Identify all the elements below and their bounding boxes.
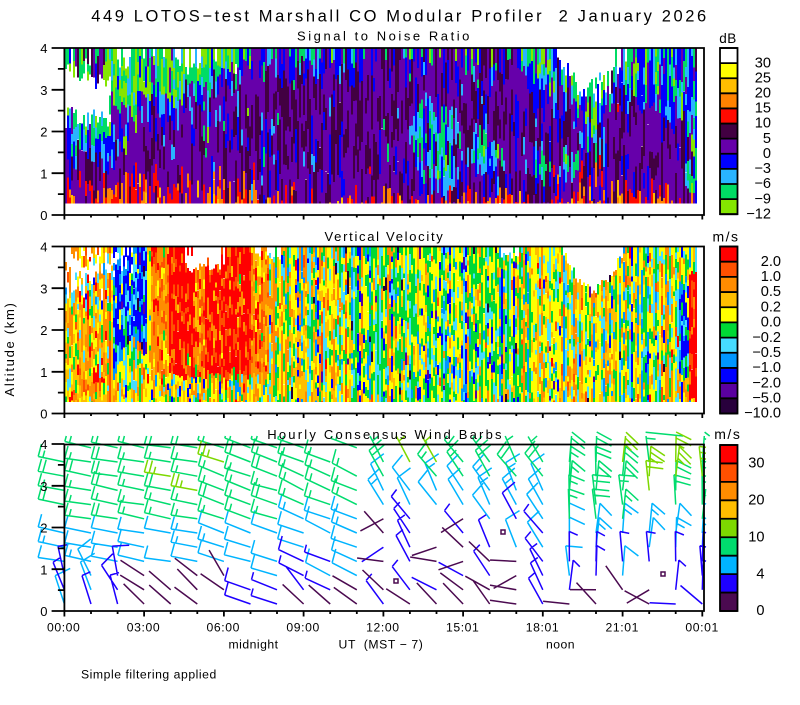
svg-text:−0.2: −0.2 — [752, 330, 781, 346]
svg-text:25: 25 — [755, 70, 771, 86]
svg-text:Simple filtering applied: Simple filtering applied — [81, 668, 217, 682]
svg-text:20: 20 — [748, 493, 764, 509]
svg-text:00:01: 00:01 — [685, 621, 719, 635]
svg-text:−1.0: −1.0 — [752, 360, 781, 376]
svg-text:0: 0 — [40, 208, 47, 223]
svg-text:midnight: midnight — [228, 638, 278, 652]
svg-text:−10.0: −10.0 — [744, 406, 781, 422]
svg-text:2.0: 2.0 — [761, 254, 781, 270]
svg-text:1: 1 — [40, 166, 47, 181]
svg-text:−9: −9 — [754, 191, 771, 207]
svg-text:1: 1 — [40, 563, 47, 578]
svg-text:3: 3 — [40, 83, 47, 98]
svg-text:449 LOTOS−test Marshall CO Mod: 449 LOTOS−test Marshall CO Modular Profi… — [91, 8, 709, 26]
svg-text:−2.0: −2.0 — [752, 375, 781, 391]
svg-text:12:00: 12:00 — [366, 621, 400, 635]
svg-text:m/s: m/s — [712, 229, 739, 245]
svg-text:0: 0 — [763, 146, 771, 162]
svg-text:0.5: 0.5 — [761, 284, 781, 300]
svg-text:noon: noon — [546, 638, 575, 652]
svg-text:4: 4 — [756, 566, 764, 582]
svg-text:−0.5: −0.5 — [752, 345, 781, 361]
svg-text:dB: dB — [719, 31, 737, 46]
svg-text:Vertical Velocity: Vertical Velocity — [325, 229, 445, 244]
svg-text:1.0: 1.0 — [761, 269, 781, 285]
svg-text:30: 30 — [755, 55, 771, 71]
svg-text:20: 20 — [755, 86, 771, 102]
svg-text:15: 15 — [755, 101, 771, 117]
svg-text:3: 3 — [40, 479, 47, 494]
svg-text:m/s: m/s — [714, 426, 741, 442]
svg-text:0: 0 — [40, 604, 47, 619]
svg-text:06:00: 06:00 — [207, 621, 241, 635]
svg-text:2: 2 — [40, 125, 47, 140]
svg-text:10: 10 — [755, 116, 771, 132]
svg-text:2: 2 — [40, 521, 47, 536]
svg-text:1: 1 — [40, 365, 47, 380]
svg-text:0: 0 — [40, 407, 47, 422]
svg-text:15:01: 15:01 — [446, 621, 480, 635]
svg-text:Hourly Consensus Wind Barbs: Hourly Consensus Wind Barbs — [267, 427, 503, 442]
svg-text:2: 2 — [40, 323, 47, 338]
svg-text:−6: −6 — [754, 176, 771, 192]
svg-text:0.2: 0.2 — [761, 299, 781, 315]
svg-text:−3: −3 — [754, 161, 771, 177]
svg-text:4: 4 — [40, 437, 47, 452]
svg-text:0: 0 — [756, 603, 764, 619]
svg-text:00:00: 00:00 — [47, 621, 81, 635]
svg-text:10: 10 — [748, 529, 764, 545]
svg-text:5: 5 — [763, 131, 771, 147]
svg-text:30: 30 — [748, 456, 764, 472]
svg-text:−12: −12 — [746, 206, 771, 222]
svg-text:0.0: 0.0 — [761, 315, 781, 331]
svg-text:4: 4 — [40, 41, 47, 56]
svg-text:Signal to Noise Ratio: Signal to Noise Ratio — [297, 29, 472, 44]
svg-text:Altitude (km): Altitude (km) — [2, 301, 17, 396]
svg-text:21:01: 21:01 — [606, 621, 640, 635]
svg-text:18:01: 18:01 — [526, 621, 560, 635]
svg-text:3: 3 — [40, 281, 47, 296]
svg-text:−5.0: −5.0 — [752, 391, 781, 407]
svg-text:UT (MST − 7): UT (MST − 7) — [339, 638, 424, 652]
svg-text:03:00: 03:00 — [127, 621, 161, 635]
svg-text:4: 4 — [40, 240, 47, 255]
svg-text:09:00: 09:00 — [286, 621, 320, 635]
